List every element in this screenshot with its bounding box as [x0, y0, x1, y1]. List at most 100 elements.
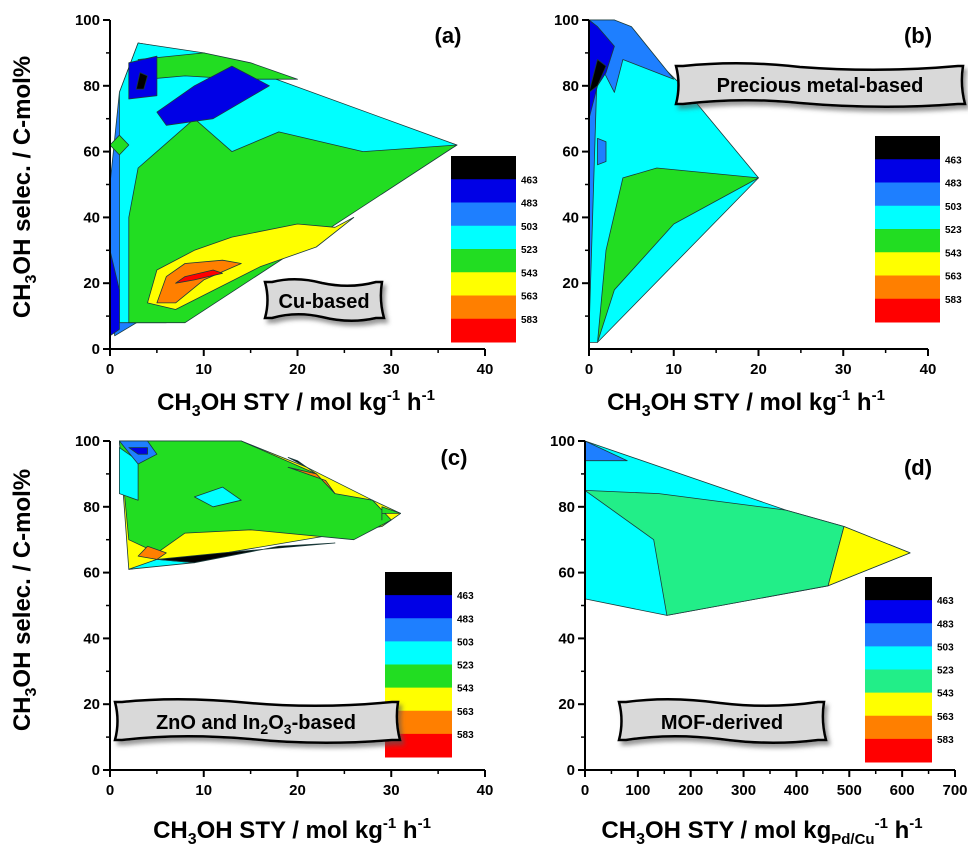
y-tick-label: 60	[558, 565, 575, 582]
contour-region-483	[128, 447, 148, 455]
legend-label: 583	[945, 295, 962, 306]
legend-label: 583	[521, 315, 538, 326]
contour-regions-b	[588, 19, 759, 343]
x-tick-label: 10	[195, 782, 212, 799]
x-tick-label: 200	[678, 782, 703, 799]
y-axis-title-a: CH3OH selec. / C-mol%	[9, 56, 40, 318]
legend-label: 523	[521, 245, 538, 256]
legend-label: 563	[937, 712, 954, 723]
x-tick-label: 20	[289, 782, 306, 799]
legend-label: 503	[521, 222, 538, 233]
y-tick-label: 60	[562, 144, 579, 161]
legend-swatch-463	[875, 136, 940, 160]
legend-swatch-563	[875, 252, 940, 276]
y-tick-label: 100	[554, 12, 579, 29]
y-tick-label: 20	[562, 275, 579, 292]
legend-swatch-483	[875, 159, 940, 183]
legend-c: 463 483 503 523 543 563 583	[385, 572, 474, 758]
legend-label: 483	[457, 614, 474, 625]
legend-label: 523	[937, 666, 954, 677]
legend-swatch-603	[865, 738, 932, 763]
legend-label: 483	[521, 199, 538, 210]
contour-region-603	[175, 269, 223, 284]
panel-label-b: Precious metal-based	[717, 75, 924, 97]
contour-region-503	[584, 440, 628, 462]
panel-label-box-c	[113, 698, 402, 744]
legend-swatch-543	[875, 229, 940, 253]
legend-swatch-523	[865, 646, 932, 670]
legend-swatch-523	[875, 205, 940, 230]
contour-region-563	[147, 216, 355, 310]
axis-ticks-b: 0 10 20 30 40 20 40 60 80 100	[554, 12, 936, 378]
y-tick-label: 0	[92, 762, 100, 779]
legend-a: 463 483 503 523 543 563 583	[451, 156, 538, 343]
x-tick-label: 100	[625, 782, 650, 799]
legend-label: 483	[945, 179, 962, 190]
x-tick-label: 0	[585, 361, 593, 378]
legend-swatch-603	[451, 318, 516, 343]
legend-label: 503	[457, 637, 474, 648]
legend-label: 523	[457, 661, 474, 672]
contour-regions-a	[109, 42, 458, 337]
x-tick-label: 600	[890, 782, 915, 799]
legend-swatch-483	[385, 595, 452, 619]
contour-region-463	[156, 542, 336, 564]
y-tick-label: 100	[75, 12, 100, 29]
legend-swatch-503	[875, 182, 940, 207]
panel-letter-a: (a)	[435, 23, 462, 48]
legend-swatch-583	[385, 710, 452, 735]
y-tick-label: 100	[550, 433, 575, 450]
legend-b: 463 483 503 523 543 563 583	[875, 136, 962, 323]
panel-letter-d: (d)	[904, 455, 932, 480]
legend-swatch-523	[451, 225, 516, 250]
legend-swatch-483	[865, 600, 932, 624]
x-tick-label: 10	[195, 361, 212, 378]
x-axis-title-a: CH3OH STY / mol kg-1 h-1	[157, 387, 435, 420]
y-tick-label: 60	[83, 565, 100, 582]
legend-label: 543	[457, 684, 474, 695]
legend-swatch-503	[451, 202, 516, 227]
legend-swatch-563	[385, 687, 452, 712]
x-tick-label: 40	[477, 361, 494, 378]
legend-label: 463	[937, 596, 954, 607]
contour-region-463	[135, 72, 148, 90]
legend-label: 543	[937, 689, 954, 700]
contour-region-503	[597, 137, 607, 166]
legend-label: 503	[937, 642, 954, 653]
y-tick-label: 0	[92, 341, 100, 358]
legend-label: 583	[457, 730, 474, 741]
contour-region-463	[588, 59, 607, 93]
y-tick-label: 80	[83, 499, 100, 516]
y-axis-title-c: CH3OH selec. / C-mol%	[9, 469, 40, 731]
x-tick-label: 30	[383, 782, 400, 799]
x-tick-label: 0	[581, 782, 589, 799]
y-tick-label: 80	[558, 499, 575, 516]
legend-label: 543	[945, 248, 962, 259]
legend-swatch-523	[385, 641, 452, 665]
panel-letter-b: (b)	[904, 23, 932, 48]
legend-swatch-503	[385, 618, 452, 642]
y-tick-label: 20	[83, 696, 100, 713]
legend-swatch-543	[451, 249, 516, 273]
x-tick-label: 20	[750, 361, 767, 378]
contour-region-583	[287, 466, 336, 495]
legend-swatch-543	[865, 669, 932, 694]
panel-b: 0 10 20 30 40 20 40 60 80 100 (b) 463 483 503 523 543…	[554, 12, 967, 420]
legend-swatch-563	[451, 272, 516, 296]
legend-swatch-563	[865, 692, 932, 717]
legend-label: 523	[945, 225, 962, 236]
x-tick-label: 400	[784, 782, 809, 799]
panel-label-a: Cu-based	[278, 291, 369, 313]
panel-label-box-a	[263, 278, 386, 322]
x-tick-label: 30	[835, 361, 852, 378]
contour-regions-c	[119, 440, 402, 570]
legend-label: 563	[521, 292, 538, 303]
y-tick-label: 60	[83, 144, 100, 161]
y-tick-label: 40	[83, 209, 100, 226]
y-tick-label: 80	[562, 78, 579, 95]
legend-swatch-583	[451, 295, 516, 320]
legend-swatch-583	[875, 275, 940, 300]
panel-label-box-d	[617, 698, 828, 744]
panel-c: 0 10 20 30 40 0 20 40 60 80 100 (c) 463 483 503 523 54…	[9, 433, 493, 848]
legend-swatch-603	[385, 733, 452, 758]
